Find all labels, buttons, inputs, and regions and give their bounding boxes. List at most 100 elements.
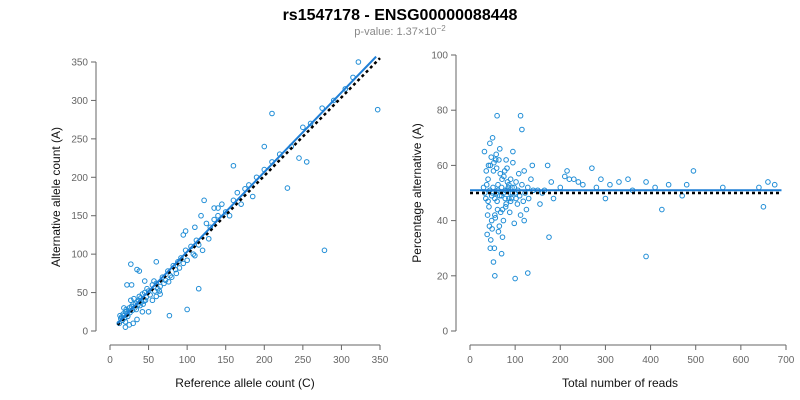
right-data-point bbox=[499, 176, 505, 182]
right-data-point bbox=[503, 157, 509, 163]
right-data-point bbox=[499, 234, 506, 240]
right-data-point bbox=[513, 195, 519, 202]
right-data-point bbox=[495, 181, 501, 188]
left-data-point bbox=[192, 252, 198, 259]
right-data-point bbox=[491, 245, 498, 251]
right-data-point bbox=[498, 250, 505, 257]
right-data-point bbox=[506, 209, 513, 216]
left-data-point bbox=[215, 205, 221, 211]
left-x-tick-label: 100 bbox=[179, 355, 196, 366]
left-x-tick-label: 200 bbox=[256, 355, 273, 366]
left-data-point bbox=[355, 59, 362, 65]
right-data-point bbox=[589, 165, 595, 171]
right-data-point bbox=[513, 179, 519, 185]
right-data-point bbox=[519, 181, 525, 188]
right-data-point bbox=[493, 151, 499, 158]
right-data-point bbox=[504, 179, 511, 185]
right-data-point bbox=[625, 176, 631, 182]
left-y-tick-label: 150 bbox=[71, 211, 88, 222]
right-data-point bbox=[683, 181, 690, 188]
right-y-tick-label: 100 bbox=[431, 51, 448, 62]
right-data-point bbox=[529, 162, 536, 169]
subtitle-exponent: −2 bbox=[437, 24, 447, 33]
left-data-point bbox=[121, 305, 127, 311]
left-data-point bbox=[128, 261, 134, 267]
left-data-point bbox=[122, 318, 129, 325]
right-data-point bbox=[487, 237, 494, 243]
right-x-tick-label: 700 bbox=[778, 355, 795, 366]
right-data-point bbox=[517, 112, 524, 119]
right-data-point bbox=[510, 159, 516, 166]
right-data-point bbox=[643, 253, 649, 260]
left-reference-line bbox=[116, 57, 381, 326]
left-data-point bbox=[234, 189, 241, 196]
left-y-tick-label: 50 bbox=[77, 288, 89, 299]
right-data-point bbox=[500, 217, 507, 224]
left-data-point bbox=[199, 247, 206, 254]
right-data-point bbox=[496, 192, 503, 199]
right-data-point bbox=[544, 162, 551, 169]
right-data-point bbox=[486, 204, 492, 210]
right-data-point bbox=[502, 195, 509, 202]
left-data-point bbox=[167, 272, 173, 279]
right-data-point bbox=[607, 181, 613, 188]
right-data-point bbox=[484, 231, 490, 238]
left-data-point bbox=[168, 274, 175, 281]
left-data-point bbox=[192, 224, 198, 231]
left-data-point bbox=[321, 247, 328, 254]
right-data-point bbox=[562, 173, 568, 180]
left-y-tick-label: 0 bbox=[82, 327, 88, 338]
right-data-point bbox=[514, 201, 521, 207]
right-x-tick-label: 500 bbox=[687, 355, 704, 366]
left-x-tick-label: 150 bbox=[217, 355, 234, 366]
left-y-tick-label: 200 bbox=[71, 173, 88, 184]
left-data-point bbox=[157, 291, 163, 297]
right-data-point bbox=[485, 198, 491, 205]
left-data-point bbox=[151, 278, 157, 284]
left-data-point bbox=[180, 232, 187, 238]
right-data-point bbox=[665, 181, 672, 188]
left-data-point bbox=[269, 110, 275, 117]
right-data-point bbox=[490, 259, 497, 265]
right-y-tick-label: 0 bbox=[442, 327, 448, 338]
right-data-point bbox=[492, 273, 498, 279]
right-data-point bbox=[491, 159, 497, 166]
right-data-point bbox=[503, 201, 509, 207]
left-data-point bbox=[166, 312, 173, 319]
right-data-point bbox=[571, 176, 577, 182]
right-data-point bbox=[537, 201, 543, 207]
right-data-point bbox=[515, 170, 522, 177]
right-data-point bbox=[550, 195, 557, 202]
left-data-point bbox=[128, 282, 135, 288]
right-data-point bbox=[652, 184, 658, 191]
right-data-point bbox=[488, 217, 495, 224]
left-data-point bbox=[156, 288, 163, 294]
right-data-point bbox=[497, 170, 504, 177]
left-x-axis-label: Reference allele count (C) bbox=[175, 376, 314, 390]
right-data-point bbox=[760, 204, 767, 210]
left-data-point bbox=[215, 212, 221, 219]
right-data-point bbox=[771, 181, 778, 188]
right-data-point bbox=[481, 148, 488, 155]
left-data-point bbox=[330, 97, 337, 104]
left-data-point bbox=[226, 212, 233, 219]
right-data-point bbox=[521, 217, 527, 224]
right-data-point bbox=[546, 234, 552, 240]
left-data-point bbox=[211, 205, 217, 211]
left-data-point bbox=[144, 285, 150, 292]
right-data-point bbox=[523, 206, 530, 213]
left-x-tick-label: 0 bbox=[107, 355, 113, 366]
right-data-point bbox=[602, 195, 609, 202]
left-data-point bbox=[284, 185, 291, 191]
left-data-point bbox=[190, 251, 197, 257]
left-x-tick-label: 50 bbox=[143, 355, 155, 366]
left-fit-line bbox=[116, 55, 377, 325]
left-data-point bbox=[249, 193, 256, 200]
left-data-point bbox=[134, 266, 140, 273]
left-y-axis-label: Alternative allele count (A) bbox=[49, 127, 63, 267]
left-data-point bbox=[342, 86, 349, 92]
left-data-point bbox=[139, 308, 146, 315]
left-data-point bbox=[296, 155, 302, 161]
right-data-point bbox=[490, 184, 496, 191]
right-data-point bbox=[494, 206, 501, 213]
